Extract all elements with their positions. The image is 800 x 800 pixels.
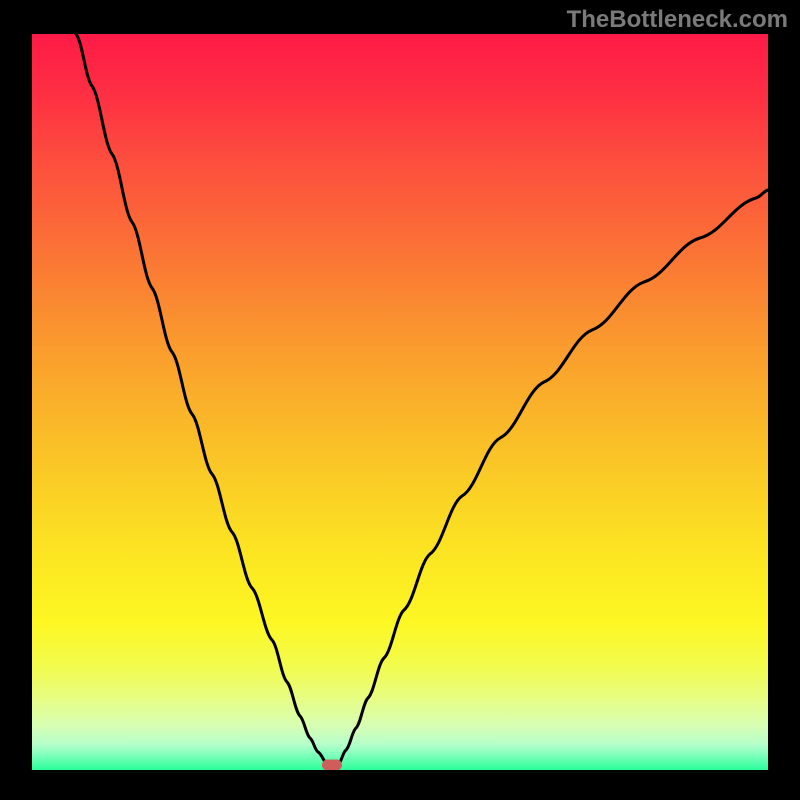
watermark-text: TheBottleneck.com (567, 6, 788, 34)
chart-container: TheBottleneck.com (0, 0, 800, 800)
minimum-marker (322, 760, 342, 771)
gradient-background (32, 34, 768, 770)
plot-svg (32, 34, 768, 770)
plot-area (32, 34, 768, 770)
